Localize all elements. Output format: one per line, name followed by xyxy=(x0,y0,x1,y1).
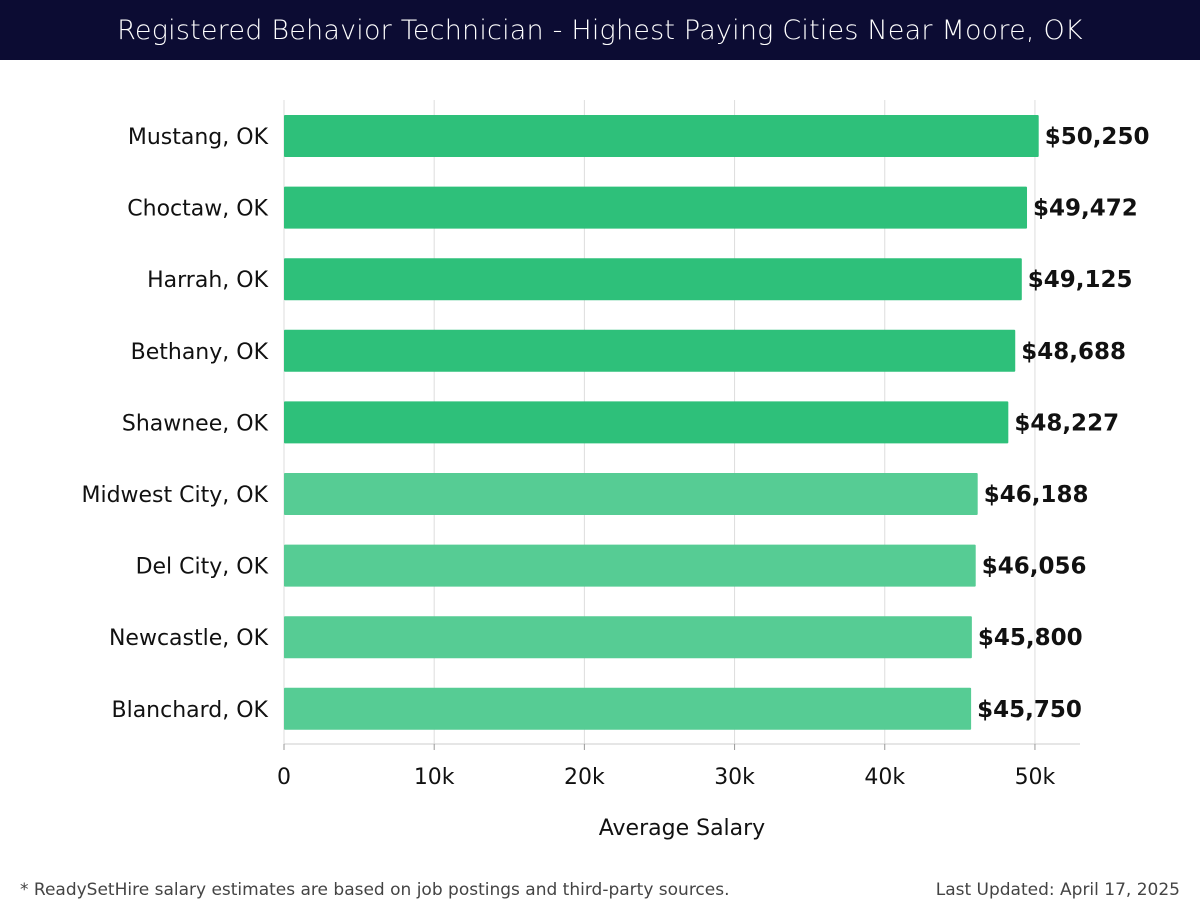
bar xyxy=(284,687,972,730)
chart-title: Registered Behavior Technician - Highest… xyxy=(117,14,1083,46)
category-label: Newcastle, OK xyxy=(109,626,269,651)
x-tick-label: 20k xyxy=(564,765,605,790)
bar xyxy=(284,329,1016,372)
value-label: $46,056 xyxy=(982,554,1087,580)
category-label: Choctaw, OK xyxy=(127,197,268,222)
value-label: $46,188 xyxy=(984,482,1089,508)
bar xyxy=(284,258,1022,301)
category-label: Harrah, OK xyxy=(147,268,268,293)
footer-note: * ReadySetHire salary estimates are base… xyxy=(20,880,730,900)
last-updated: Last Updated: April 17, 2025 xyxy=(935,880,1180,900)
value-label: $49,125 xyxy=(1028,267,1133,293)
bar-chart: 0 10k 20k 30k 40k 50k Average Salary Mustang, O… xyxy=(81,100,1150,841)
bar xyxy=(284,186,1028,229)
bar xyxy=(284,473,978,515)
x-tick-label: 0 xyxy=(277,765,291,790)
bar xyxy=(284,544,976,587)
value-label: $48,688 xyxy=(1021,339,1126,365)
category-label: Shawnee, OK xyxy=(122,411,269,436)
x-tick-label: 40k xyxy=(864,765,905,790)
x-tick-label: 30k xyxy=(714,765,755,790)
bar xyxy=(284,115,1039,157)
value-label: $50,250 xyxy=(1045,124,1150,150)
value-label: $45,800 xyxy=(978,625,1083,651)
value-label: $48,227 xyxy=(1014,410,1119,436)
bar xyxy=(284,401,1009,444)
x-axis-label: Average Salary xyxy=(599,816,765,841)
value-label: $45,750 xyxy=(977,697,1082,723)
category-label: Mustang, OK xyxy=(128,125,269,150)
category-label: Blanchard, OK xyxy=(111,698,268,723)
x-tick-label: 50k xyxy=(1015,765,1056,790)
x-tick-label: 10k xyxy=(414,765,455,790)
category-label: Bethany, OK xyxy=(131,340,269,365)
title-bar: Registered Behavior Technician - Highest… xyxy=(0,0,1200,60)
category-label: Midwest City, OK xyxy=(81,483,268,508)
value-label: $49,472 xyxy=(1033,196,1138,222)
bar xyxy=(284,616,972,659)
category-label: Del City, OK xyxy=(136,555,269,580)
